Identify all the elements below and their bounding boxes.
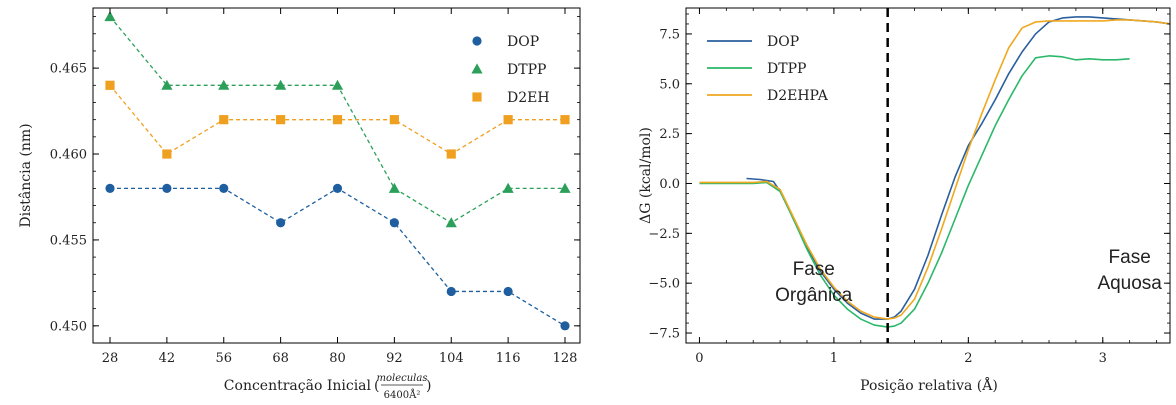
legend: DOP DTPP D2EH bbox=[471, 34, 550, 106]
y-tick-label: 5.0 bbox=[659, 77, 680, 92]
legend: DOP DTPP D2EHPA bbox=[707, 34, 829, 104]
legend-label-d2ehpa: D2EHPA bbox=[767, 88, 829, 104]
data-point-d2eh bbox=[219, 115, 229, 125]
y-tick-label: 2.5 bbox=[659, 127, 680, 142]
x-tick-label: 0 bbox=[695, 351, 703, 366]
x-tick-label: 28 bbox=[102, 351, 119, 366]
y-tick-label: 0.450 bbox=[50, 319, 87, 334]
x-tick-label: 92 bbox=[386, 351, 403, 366]
data-point-dtpp bbox=[161, 79, 173, 90]
data-point-d2eh bbox=[503, 115, 513, 125]
data-point-d2eh bbox=[389, 115, 399, 125]
data-point-dop bbox=[446, 286, 456, 297]
data-point-dtpp bbox=[104, 10, 116, 22]
y-tick-label: 0.0 bbox=[659, 177, 680, 192]
x-axis-label: Concentração Inicial ( moleculas 6400Å² … bbox=[224, 373, 432, 401]
data-point-dop bbox=[105, 183, 115, 193]
x-tick-label: 104 bbox=[439, 351, 464, 366]
data-point-dop bbox=[560, 321, 570, 331]
x-axis-label-paren-close: ) bbox=[426, 378, 431, 394]
data-point-dtpp bbox=[445, 217, 457, 228]
data-point-dtpp bbox=[218, 79, 230, 90]
plot-frame bbox=[92, 7, 581, 344]
data-point-d2eh bbox=[446, 149, 456, 159]
x-axis-unit-numerator: moleculas bbox=[377, 373, 428, 384]
x-tick-label: 56 bbox=[215, 351, 232, 366]
data-point-dtpp bbox=[388, 182, 400, 193]
chart-distance-vs-concentration: 28 42 56 68 80 92 104 116 128 0.450 0.455 0.460 0.46… bbox=[18, 7, 581, 401]
legend-label-dtpp: DTPP bbox=[507, 62, 546, 78]
data-point-d2eh bbox=[162, 149, 172, 159]
legend-label-dop: DOP bbox=[767, 34, 799, 50]
x-axis-unit-denominator: 6400Å² bbox=[384, 389, 421, 401]
x-axis-label-text: Concentração Inicial bbox=[224, 378, 372, 394]
data-point-dtpp bbox=[331, 79, 344, 90]
x-tick-label: 80 bbox=[329, 351, 346, 366]
x-tick-label: 42 bbox=[159, 351, 176, 366]
legend-marker-dop bbox=[472, 36, 482, 46]
x-tick-label: 2 bbox=[964, 351, 972, 366]
annotation-label-0: Orgânica bbox=[775, 285, 853, 306]
data-point-dtpp bbox=[559, 182, 571, 193]
data-point-dop bbox=[219, 183, 229, 193]
x-tick-label: 3 bbox=[1099, 351, 1107, 366]
data-point-d2eh bbox=[105, 80, 115, 90]
y-tick-label: 0.455 bbox=[50, 233, 87, 248]
data-point-dop bbox=[276, 218, 286, 228]
x-tick-label: 128 bbox=[553, 351, 578, 366]
x-axis-label-paren-open: ( bbox=[374, 378, 379, 394]
legend-marker-d2eh bbox=[472, 92, 482, 102]
series-line-dop bbox=[746, 16, 1170, 320]
y-tick-label: 7.5 bbox=[659, 27, 680, 42]
x-tick-label: 68 bbox=[272, 351, 289, 366]
legend-label-dtpp: DTPP bbox=[767, 61, 806, 77]
data-point-dtpp bbox=[275, 79, 287, 90]
series-line-d2ehpa bbox=[699, 19, 1170, 320]
annotation-label-0: Fase bbox=[793, 259, 835, 280]
x-axis-label: Posição relativa (Å) bbox=[860, 376, 998, 394]
plot-frame bbox=[685, 7, 1171, 344]
data-point-dop bbox=[162, 183, 172, 193]
y-axis-label: ΔG (kcal/mol) bbox=[638, 127, 654, 224]
legend-label-dop: DOP bbox=[507, 34, 539, 50]
annotation-label-1: Fase bbox=[1109, 247, 1151, 268]
x-tick-label: 1 bbox=[830, 351, 838, 366]
legend-marker-dtpp bbox=[471, 63, 483, 74]
data-point-dop bbox=[503, 286, 513, 297]
data-point-d2eh bbox=[276, 115, 286, 125]
legend-label-d2eh: D2EH bbox=[507, 90, 550, 106]
y-tick-label: 0.460 bbox=[50, 148, 87, 163]
chart-free-energy-profile: 0 1 2 3 −7.5 −5.0 −2.5 0.0 2.5 5.0 7.5 DOP DTPP D2EH… bbox=[638, 7, 1171, 394]
series-line-dtpp bbox=[699, 55, 1130, 328]
annotation-label-1: Aquosa bbox=[1097, 273, 1162, 294]
y-tick-label: −2.5 bbox=[648, 227, 680, 242]
data-point-dop bbox=[389, 218, 399, 228]
data-point-d2eh bbox=[332, 115, 343, 125]
x-tick-label: 116 bbox=[496, 351, 521, 366]
y-axis-label: Distância (nm) bbox=[18, 123, 34, 227]
y-tick-label: 0.465 bbox=[50, 62, 87, 77]
data-point-dtpp bbox=[502, 182, 514, 193]
y-tick-label: −7.5 bbox=[648, 327, 680, 342]
data-point-d2eh bbox=[560, 115, 570, 125]
series-line-dop bbox=[110, 187, 566, 327]
y-tick-label: −5.0 bbox=[648, 277, 680, 292]
data-point-dop bbox=[332, 183, 343, 193]
